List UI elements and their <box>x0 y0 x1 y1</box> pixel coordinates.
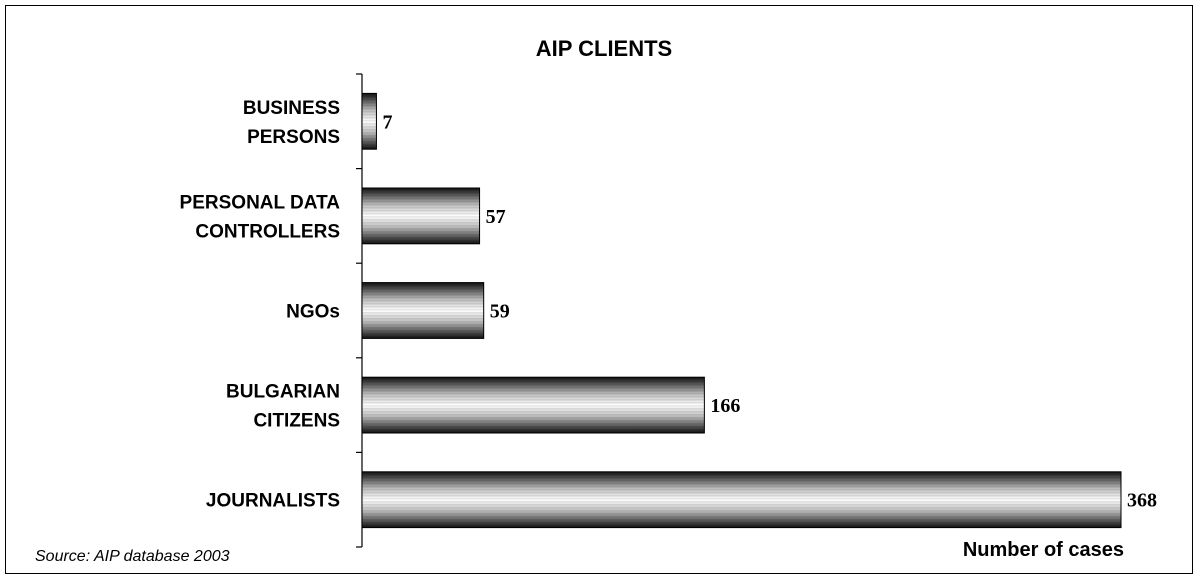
value-label: 7 <box>382 111 392 133</box>
bar-texture <box>362 471 1121 528</box>
x-axis-label: Number of cases <box>963 539 1124 561</box>
category-label: CITIZENS <box>253 411 340 432</box>
category-label: PERSONS <box>247 127 340 148</box>
category-label: BULGARIAN <box>226 382 340 403</box>
bar-texture <box>362 187 480 244</box>
bar-texture <box>362 282 484 339</box>
category-label: NGOs <box>286 302 340 323</box>
value-label: 59 <box>490 301 510 323</box>
category-label: CONTROLLERS <box>195 221 340 242</box>
value-labels: 7 57 59 166 368 <box>382 111 1157 511</box>
category-label: JOURNALISTS <box>206 491 340 512</box>
category-labels: BUSINESS PERSONS PERSONAL DATA CONTROLLERS N… <box>180 98 341 512</box>
value-label: 166 <box>710 395 740 417</box>
value-label: 368 <box>1127 490 1157 512</box>
category-label: BUSINESS <box>243 98 340 119</box>
chart-title: AIP CLIENTS <box>536 36 673 61</box>
source-note: Source: AIP database 2003 <box>35 548 230 565</box>
category-label: PERSONAL DATA <box>180 192 341 213</box>
y-axis <box>356 73 363 548</box>
bars <box>361 92 1122 529</box>
bar-texture <box>362 93 377 150</box>
value-label: 57 <box>486 206 506 228</box>
bar-texture <box>362 377 705 434</box>
